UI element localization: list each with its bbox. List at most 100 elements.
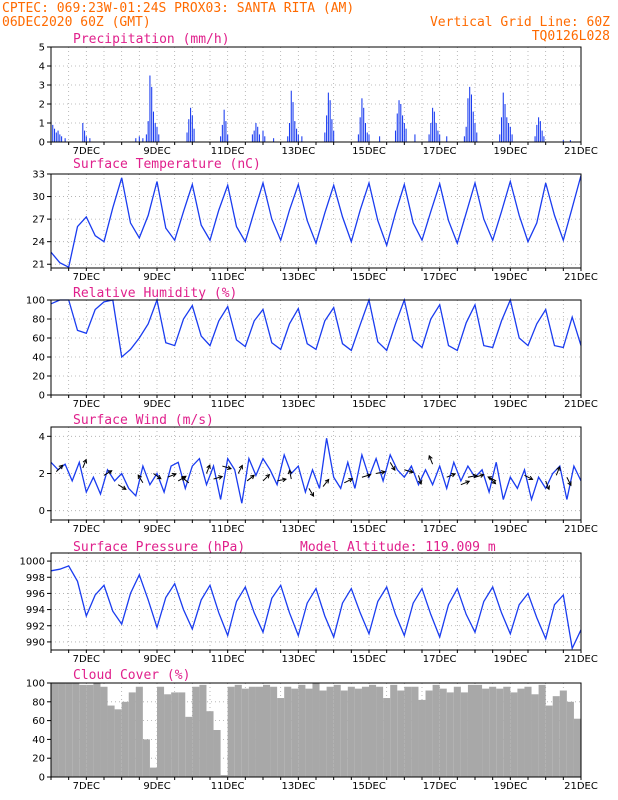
cloud-bar bbox=[404, 686, 412, 777]
precip-bar bbox=[257, 126, 259, 142]
wind-arrow bbox=[117, 484, 127, 490]
wind-arrow bbox=[82, 458, 88, 469]
wind-arrow bbox=[277, 477, 287, 483]
y-tick-label: 0 bbox=[39, 773, 45, 784]
precip-bar bbox=[193, 128, 195, 142]
wind-arrow-shaft bbox=[428, 455, 434, 465]
wind-arrow bbox=[566, 476, 572, 487]
cloud-bar bbox=[199, 684, 207, 777]
y-tick-label: 30 bbox=[32, 192, 45, 203]
precip-bar bbox=[253, 130, 255, 142]
cloud-bar bbox=[418, 699, 426, 777]
wind-arrow bbox=[446, 472, 457, 478]
wind-arrow-shaft bbox=[181, 476, 190, 484]
y-tick-label: 0 bbox=[39, 506, 45, 517]
cloud-bar bbox=[496, 688, 504, 777]
precip-bar bbox=[156, 126, 158, 142]
wind-arrow-shaft bbox=[322, 479, 330, 487]
cloud-bar bbox=[149, 767, 157, 777]
precip-bar bbox=[364, 123, 366, 142]
precip-bar bbox=[331, 119, 333, 142]
wind-arrow bbox=[460, 480, 471, 486]
x-tick-label: 17DEC bbox=[423, 146, 457, 157]
wind-arrow bbox=[55, 464, 64, 472]
wind-arrow-head bbox=[479, 473, 485, 478]
cloud-bar bbox=[517, 688, 525, 777]
cloud-bar bbox=[503, 686, 511, 777]
precip-bar bbox=[357, 134, 359, 142]
precip-bar bbox=[59, 134, 61, 142]
wind-arrow-head bbox=[121, 485, 127, 490]
wind-arrow bbox=[262, 473, 271, 482]
precip-bar bbox=[145, 134, 147, 142]
precip-bar bbox=[333, 130, 335, 142]
wind-arrow-shaft bbox=[277, 478, 287, 482]
header-station: CPTEC: 069:23W-01:24S PROX03: SANTA RITA… bbox=[2, 1, 354, 16]
cloud-bar bbox=[467, 684, 475, 777]
x-tick-label: 13DEC bbox=[281, 146, 315, 157]
precip-bar bbox=[290, 90, 292, 142]
precip-bar bbox=[326, 115, 328, 142]
cloud-bar bbox=[121, 701, 129, 777]
precip-bar bbox=[154, 123, 156, 142]
panel-2: Surface Temperature (nC) 21 24 27 30 33 7DEC 9D… bbox=[32, 157, 598, 283]
precip-bar bbox=[151, 86, 153, 142]
wind-arrow bbox=[180, 476, 190, 484]
wind-arrow bbox=[428, 454, 434, 465]
wind-arrow bbox=[246, 474, 255, 482]
wind-arrow-shaft bbox=[237, 465, 243, 474]
precip-bar bbox=[149, 75, 151, 142]
precip-bar bbox=[509, 126, 511, 142]
precip-bar bbox=[158, 134, 160, 142]
cloud-bar bbox=[390, 684, 398, 777]
wind-arrow-head bbox=[472, 473, 478, 479]
wind-arrow-shaft bbox=[206, 464, 211, 474]
precip-bar bbox=[428, 134, 430, 142]
wind-arrow bbox=[137, 474, 144, 484]
y-tick-label: 1 bbox=[39, 119, 45, 130]
x-tick-label: 19DEC bbox=[493, 781, 527, 792]
panel-5: Surface Pressure (hPa) Model Altitude: 11… bbox=[20, 540, 598, 665]
wind-arrow-head bbox=[451, 472, 457, 478]
precip-bar bbox=[221, 124, 223, 142]
y-tick-label: 20 bbox=[32, 372, 45, 383]
wind-arrow-head bbox=[491, 479, 497, 485]
y-tick-label: 992 bbox=[26, 621, 45, 632]
x-tick-label: 21DEC bbox=[564, 272, 598, 283]
precip-bar bbox=[439, 134, 441, 142]
y-tick-label: 24 bbox=[32, 237, 45, 248]
cloud-bar bbox=[432, 684, 440, 777]
precip-bar bbox=[499, 134, 501, 142]
wind-arrow-head bbox=[417, 479, 423, 485]
cloud-bar bbox=[157, 686, 165, 777]
precip-bar bbox=[379, 136, 381, 142]
cloud-bar bbox=[263, 684, 271, 777]
wind-arrow-head bbox=[58, 464, 64, 470]
x-tick-label: 9DEC bbox=[143, 654, 170, 665]
precip-bar bbox=[500, 117, 503, 142]
precip-bar bbox=[85, 136, 87, 142]
precip-bar bbox=[534, 136, 536, 142]
header-model-code: TQ0126L028 bbox=[532, 29, 610, 44]
panel-4: Surface Wind (m/s) 0 2 4 7DEC 9DEC 11DEC 13DEC 1… bbox=[39, 413, 598, 535]
wind-arrow-head bbox=[250, 474, 255, 480]
precip-bar bbox=[57, 130, 59, 142]
y-tick-label: 4 bbox=[39, 62, 45, 73]
precip-bar bbox=[327, 92, 329, 142]
cloud-bar bbox=[552, 696, 560, 777]
precip-bar bbox=[511, 134, 513, 142]
y-tick-label: 60 bbox=[32, 716, 45, 727]
wind-arrow-head bbox=[265, 473, 271, 479]
x-tick-label: 13DEC bbox=[281, 399, 315, 410]
cloud-bar bbox=[107, 705, 115, 777]
x-tick-label: 13DEC bbox=[281, 654, 315, 665]
cloud-bar bbox=[361, 686, 369, 777]
wind-arrow bbox=[287, 469, 293, 480]
y-tick-label: 2 bbox=[39, 469, 45, 480]
precip-bar bbox=[569, 140, 571, 142]
cloud-bar bbox=[284, 686, 292, 777]
y-tick-label: 20 bbox=[32, 754, 45, 765]
cloud-bar bbox=[319, 690, 327, 777]
cloud-bar bbox=[411, 686, 419, 777]
precip-bar bbox=[55, 132, 57, 142]
